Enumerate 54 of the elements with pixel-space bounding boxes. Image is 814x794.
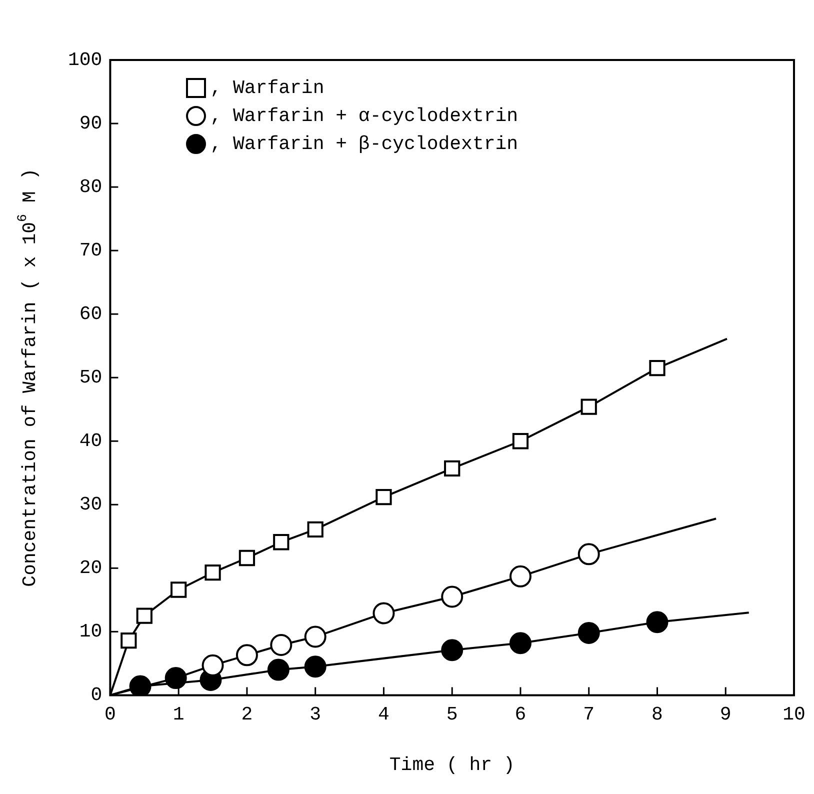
point: [120, 632, 137, 649]
point: [170, 582, 187, 598]
point: [270, 634, 292, 656]
point: [267, 658, 290, 681]
point: [444, 460, 460, 477]
y-tick-label: 60: [79, 303, 102, 326]
x-tick-label: 1: [172, 704, 184, 726]
y-axis-title: Concentration of Warfarin ( x 106 M ): [15, 168, 42, 587]
point: [441, 639, 464, 662]
x-tick-label: 8: [652, 704, 663, 726]
x-axis-title: Time ( hr ): [389, 754, 515, 776]
point: [646, 611, 668, 634]
x-tick-label: 9: [720, 704, 732, 726]
point: [202, 654, 224, 676]
x-tick-label: 10: [782, 704, 806, 726]
point: [372, 602, 395, 624]
point: [304, 626, 326, 648]
y-tick-label: 100: [68, 49, 102, 72]
point: [578, 543, 600, 566]
x-tick-label: 2: [241, 704, 253, 726]
point: [649, 360, 666, 376]
point: [509, 565, 532, 588]
point: [238, 550, 256, 566]
point: [136, 608, 152, 624]
x-tick-label: 7: [583, 704, 595, 726]
point: [164, 667, 187, 690]
y-tick-label: 70: [79, 240, 102, 262]
legend-label: , Warfarin: [210, 77, 324, 99]
y-tick-label: 20: [79, 557, 102, 580]
point: [580, 398, 597, 415]
point: [236, 644, 258, 666]
x-tick-label: 5: [446, 704, 458, 726]
y-tick-label: 10: [79, 620, 102, 643]
point: [376, 488, 392, 506]
point: [273, 534, 290, 550]
legend-label: , Warfarin + α-cyclodextrin: [210, 105, 518, 127]
point: [204, 564, 221, 581]
y-tick-label: 50: [79, 366, 102, 389]
x-tick-label: 6: [514, 704, 526, 726]
point: [304, 656, 326, 678]
x-tick-label: 3: [310, 704, 322, 726]
y-tick-label: 0: [90, 684, 102, 706]
x-tick-label: 4: [378, 704, 390, 726]
legend-label: , Warfarin + β-cyclodextrin: [210, 133, 518, 155]
point: [509, 632, 532, 654]
point: [578, 622, 600, 644]
y-tick-label: 90: [79, 112, 102, 135]
y-tick-label: 80: [79, 176, 102, 198]
point: [129, 675, 152, 696]
point: [441, 586, 464, 608]
point: [307, 521, 324, 538]
point: [512, 433, 529, 450]
y-tick-label: 40: [79, 430, 102, 452]
y-tick-label: 30: [79, 494, 102, 516]
